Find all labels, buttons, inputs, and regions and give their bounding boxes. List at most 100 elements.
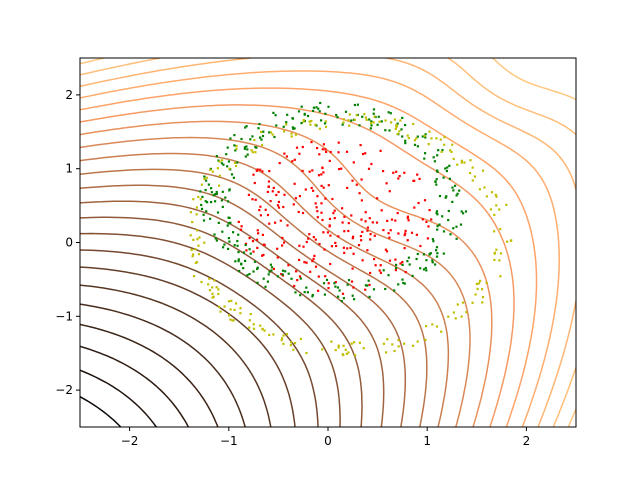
scatter-point: [426, 237, 429, 240]
scatter-point: [410, 231, 414, 234]
scatter-point: [376, 123, 379, 126]
scatter-point: [406, 239, 409, 242]
scatter-point: [353, 103, 356, 107]
scatter-point: [283, 130, 286, 133]
scatter-point: [259, 205, 262, 208]
scatter-point: [227, 160, 230, 163]
scatter-point: [408, 263, 411, 266]
scatter-point: [404, 142, 407, 145]
scatter-point: [196, 238, 199, 241]
y-tick-label: −2: [55, 383, 73, 397]
scatter-point: [262, 253, 265, 257]
scatter-point: [425, 220, 428, 223]
scatter-point: [306, 114, 310, 118]
scatter-point: [285, 123, 288, 126]
series-1: [199, 101, 468, 303]
scatter-point: [373, 115, 376, 118]
scatter-point: [436, 169, 439, 172]
scatter-point: [237, 233, 240, 236]
scatter-point: [298, 275, 302, 278]
scatter-point: [271, 190, 274, 193]
scatter-point: [295, 146, 299, 149]
axes: −2 −1 0 1 2 −2 −1 0 1 2: [55, 88, 530, 448]
scatter-point: [248, 248, 251, 251]
scatter-point: [447, 315, 450, 318]
scatter-point: [350, 119, 353, 122]
scatter-point: [227, 222, 230, 225]
scatter-point: [421, 218, 424, 221]
contour-line: [80, 284, 272, 427]
scatter-point: [499, 252, 503, 255]
scatter-point: [190, 248, 193, 251]
scatter-point: [379, 271, 382, 274]
scatter-point: [341, 292, 345, 295]
scatter-point: [281, 244, 284, 247]
scatter-point: [214, 200, 217, 203]
scatter-point: [367, 279, 370, 282]
scatter-point: [498, 208, 501, 211]
scatter-point: [378, 269, 381, 272]
x-tick-label: −1: [220, 434, 238, 448]
scatter-point: [324, 125, 328, 128]
contour-line: [80, 345, 190, 427]
scatter-point: [396, 122, 399, 125]
scatter-point: [219, 310, 222, 313]
scatter-point: [215, 239, 218, 242]
scatter-point: [337, 151, 340, 154]
scatter-point: [263, 243, 266, 246]
scatter-point: [305, 286, 308, 289]
scatter-point: [237, 251, 240, 254]
scatter-point: [233, 244, 236, 247]
scatter-point: [431, 323, 434, 326]
contour-line: [80, 168, 428, 427]
scatter-point: [230, 173, 234, 176]
scatter-point: [428, 130, 431, 133]
scatter-point: [401, 263, 404, 266]
scatter-point: [317, 107, 320, 110]
scatter-point: [316, 147, 319, 150]
scatter-point: [424, 133, 427, 136]
scatter-point: [197, 195, 200, 199]
scatter-point: [237, 220, 240, 223]
scatter-point: [282, 342, 285, 345]
scatter-point: [333, 209, 336, 212]
scatter-point: [253, 260, 257, 263]
scatter-point: [415, 257, 418, 261]
scatter-point: [222, 246, 225, 249]
scatter-point: [327, 105, 330, 108]
scatter-point: [261, 254, 264, 257]
scatter-point: [291, 117, 294, 120]
scatter-point: [343, 251, 346, 254]
scatter-point: [240, 225, 243, 228]
scatter-point: [251, 135, 254, 138]
scatter-point: [222, 163, 225, 166]
scatter-point: [226, 224, 229, 227]
scatter-point: [233, 134, 236, 137]
scatter-point: [364, 220, 367, 223]
scatter-point: [342, 246, 345, 249]
scatter-point: [392, 171, 395, 174]
scatter-point: [218, 184, 221, 187]
contour-line: [80, 136, 471, 427]
scatter-point: [377, 115, 380, 118]
scatter-point: [318, 110, 321, 113]
scatter-point: [370, 120, 373, 123]
scatter-point: [256, 246, 259, 249]
scatter-point: [294, 291, 297, 294]
scatter-point: [226, 165, 229, 168]
scatter-point: [402, 281, 405, 285]
scatter-point: [366, 226, 369, 229]
scatter-point: [437, 149, 440, 152]
scatter-point: [258, 122, 261, 126]
scatter-point: [350, 280, 354, 283]
scatter-point: [235, 302, 238, 305]
scatter-point: [244, 126, 247, 129]
scatter-point: [442, 230, 446, 233]
scatter-point: [398, 130, 401, 133]
scatter-point: [247, 193, 250, 196]
scatter-point: [361, 152, 365, 156]
scatter-point: [430, 137, 433, 140]
scatter-point: [232, 176, 235, 179]
scatter-point: [349, 246, 352, 249]
scatter-point: [237, 260, 240, 263]
